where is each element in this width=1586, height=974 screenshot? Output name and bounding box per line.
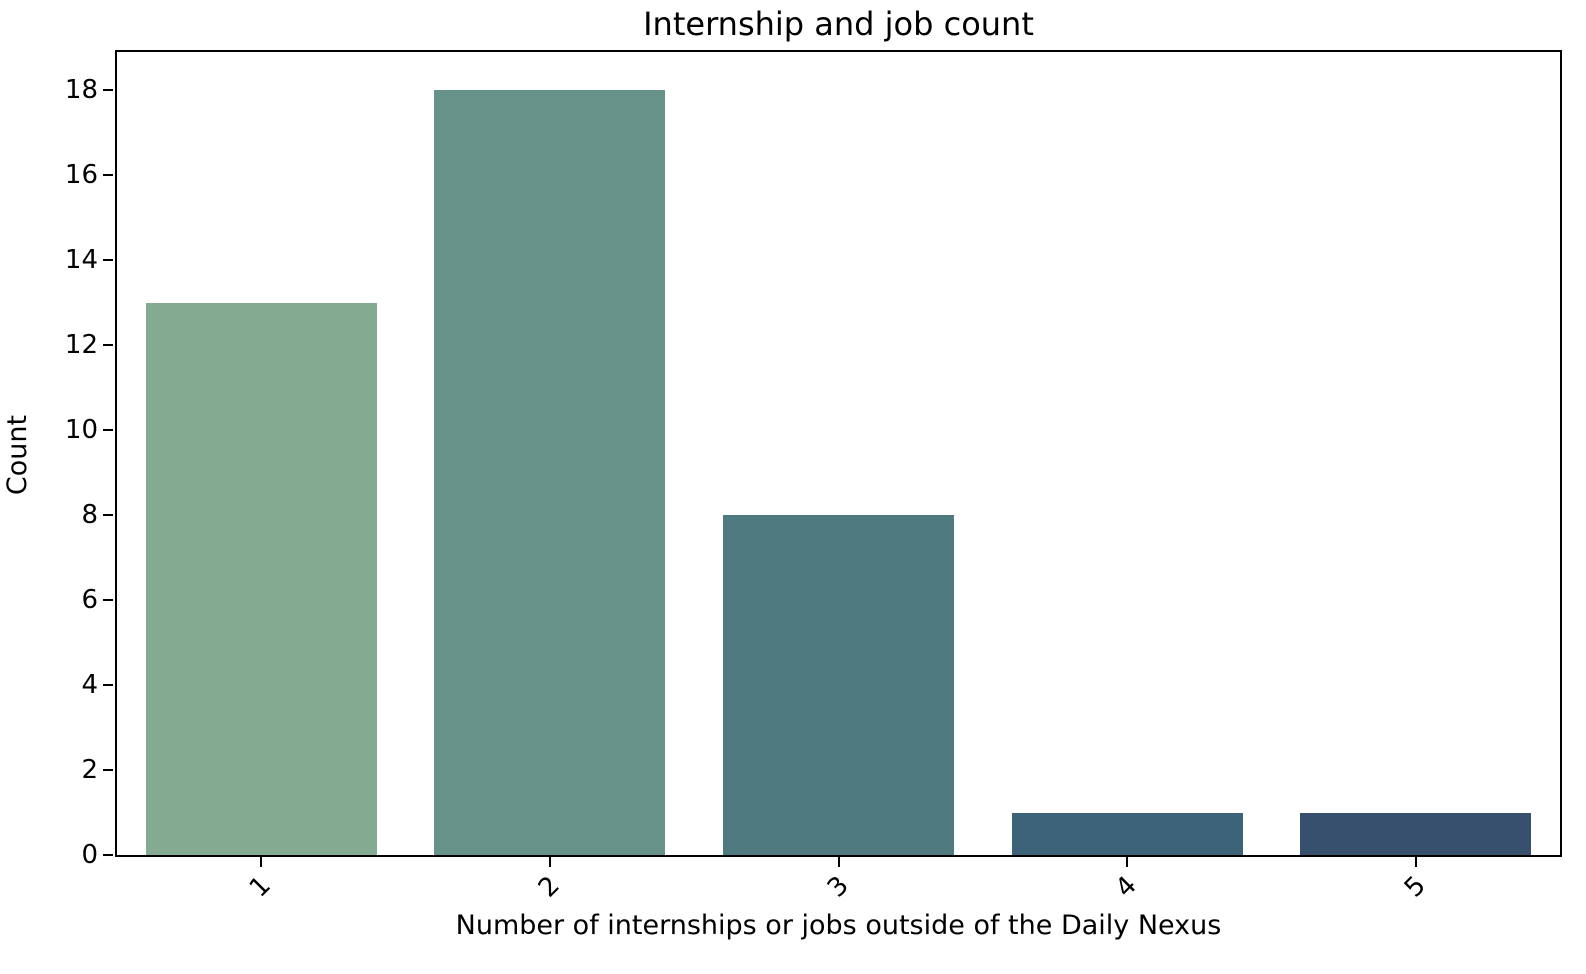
y-tick-mark bbox=[103, 684, 113, 687]
y-tick-label: 0 bbox=[81, 840, 98, 870]
y-tick-label: 2 bbox=[81, 755, 98, 786]
y-tick-label: 6 bbox=[81, 585, 98, 616]
y-tick-label: 10 bbox=[64, 415, 98, 446]
x-tick-mark bbox=[837, 857, 840, 867]
bar-category-4 bbox=[1011, 812, 1243, 855]
y-tick-mark bbox=[103, 854, 113, 856]
bar-category-3 bbox=[723, 515, 954, 855]
y-tick-label: 18 bbox=[64, 75, 98, 106]
y-tick-mark bbox=[103, 769, 113, 772]
y-tick-mark bbox=[103, 514, 113, 517]
y-tick-label: 12 bbox=[64, 330, 98, 361]
y-tick-mark bbox=[103, 344, 113, 347]
y-tick-mark bbox=[103, 89, 113, 92]
y-tick-mark bbox=[103, 429, 113, 432]
x-tick-label: 1 bbox=[244, 870, 278, 904]
bar-category-2 bbox=[434, 90, 666, 855]
y-tick-label: 8 bbox=[81, 500, 98, 531]
x-tick-label: 3 bbox=[821, 870, 855, 904]
y-tick-label: 4 bbox=[81, 670, 98, 701]
x-tick-mark bbox=[548, 857, 551, 867]
x-tick-mark bbox=[1414, 857, 1417, 867]
y-tick-mark bbox=[103, 174, 113, 177]
chart-title: Internship and job count bbox=[643, 5, 1034, 43]
bar-category-1 bbox=[145, 302, 377, 855]
x-tick-mark bbox=[260, 857, 263, 867]
x-tick-mark bbox=[1126, 857, 1129, 867]
x-tick-label: 4 bbox=[1109, 870, 1143, 904]
y-tick-mark bbox=[103, 599, 113, 602]
bar-category-5 bbox=[1300, 812, 1532, 855]
x-axis-label: Number of internships or jobs outside of… bbox=[455, 910, 1222, 941]
y-tick-mark bbox=[103, 259, 113, 262]
y-tick-label: 14 bbox=[64, 245, 98, 276]
y-tick-label: 16 bbox=[64, 160, 98, 191]
plot-area bbox=[115, 50, 1562, 857]
x-tick-label: 2 bbox=[532, 870, 566, 904]
x-tick-label: 5 bbox=[1398, 870, 1432, 904]
